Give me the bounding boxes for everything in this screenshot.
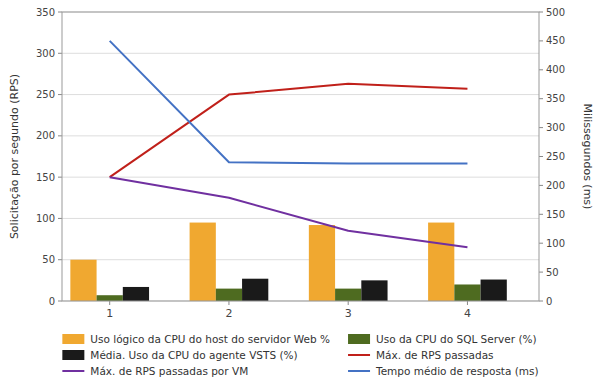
chart: Uso lógico da CPU do host do servidor We… (0, 0, 601, 387)
tick-label: 2 (225, 307, 232, 320)
tick-label: 350 (546, 93, 565, 104)
tick-label: 1 (106, 307, 113, 320)
tick-mark (467, 301, 468, 305)
legend-item: Máx. de RPS passadas por VM (62, 365, 248, 377)
bar (216, 289, 242, 301)
bar (309, 225, 335, 301)
legend-label: Uso lógico da CPU do host do servidor We… (90, 333, 330, 345)
axis-label: Milissegundos (ms) (581, 104, 594, 210)
bar (335, 289, 361, 301)
legend-label: Máx. de RPS passadas (376, 349, 494, 361)
axis-label: Solicitação por segundo (RPS) (8, 74, 21, 239)
tick-mark (539, 156, 543, 157)
tick-mark (58, 12, 62, 13)
tick-label: 450 (546, 35, 565, 46)
bar-series (97, 284, 481, 301)
tick-label: 100 (36, 213, 55, 224)
tick-mark (539, 127, 543, 128)
tick-label: 150 (546, 209, 565, 220)
tick-mark (58, 135, 62, 136)
tick-mark (228, 301, 229, 305)
tick-label: 200 (546, 180, 565, 191)
legend-label: Uso da CPU do SQL Server (%) (376, 333, 537, 345)
tick-label: 100 (546, 238, 565, 249)
legend: Uso lógico da CPU do host do servidor We… (62, 333, 538, 377)
bar (481, 280, 507, 301)
bar (70, 260, 96, 301)
line (110, 177, 468, 247)
bar (97, 295, 123, 301)
grid-line (62, 53, 539, 54)
legend-item: Máx. de RPS passadas (348, 349, 494, 361)
line (110, 41, 468, 164)
tick-mark (539, 40, 543, 41)
tick-mark (539, 98, 543, 99)
bar-series (70, 223, 454, 301)
legend-swatch (62, 350, 84, 360)
legend-label: Máx. de RPS passadas por VM (90, 365, 248, 377)
bar (190, 223, 216, 301)
tick-mark (539, 301, 543, 302)
tick-label: 4 (464, 307, 471, 320)
legend-label: Tempo médio de resposta (ms) (375, 365, 539, 377)
tick-mark (539, 185, 543, 186)
legend-item: Média. Uso da CPU do agente VSTS (%) (62, 349, 297, 361)
tick-mark (348, 301, 349, 305)
tick-mark (58, 53, 62, 54)
tick-mark (539, 272, 543, 273)
bar (361, 280, 387, 301)
tick-mark (109, 301, 110, 305)
tick-mark (539, 243, 543, 244)
legend-item: Tempo médio de resposta (ms) (348, 365, 539, 377)
tick-label: 150 (36, 172, 55, 183)
grid-line (62, 259, 539, 260)
tick-mark (58, 259, 62, 260)
grid (62, 12, 539, 301)
bar (242, 279, 268, 301)
marks (70, 41, 506, 301)
legend-swatch (348, 370, 370, 372)
tick-label: 3 (345, 307, 352, 320)
legend-label: Média. Uso da CPU do agente VSTS (%) (90, 349, 297, 361)
grid-line (62, 94, 539, 95)
bar (428, 223, 454, 301)
tick-label: 0 (546, 296, 552, 307)
plot-frame (62, 12, 539, 301)
tick-label: 250 (546, 151, 565, 162)
tick-mark (58, 301, 62, 302)
tick-label: 200 (36, 130, 55, 141)
bar (123, 287, 149, 301)
axes: 0501001502002503003500501001502002503003… (36, 7, 565, 321)
legend-item: Uso lógico da CPU do host do servidor We… (62, 333, 330, 345)
tick-label: 50 (546, 267, 559, 278)
tick-mark (539, 214, 543, 215)
tick-mark (58, 94, 62, 95)
tick-label: 50 (42, 254, 55, 265)
tick-label: 300 (546, 122, 565, 133)
tick-mark (539, 69, 543, 70)
tick-label: 350 (36, 7, 55, 18)
legend-swatch (348, 334, 370, 344)
bar (454, 284, 480, 301)
tick-label: 500 (546, 7, 565, 18)
tick-label: 0 (49, 296, 55, 307)
tick-label: 400 (546, 64, 565, 75)
tick-mark (539, 12, 543, 13)
legend-swatch (348, 354, 370, 356)
bar-series (123, 279, 507, 301)
tick-mark (58, 218, 62, 219)
legend-item: Uso da CPU do SQL Server (%) (348, 333, 537, 345)
legend-swatch (62, 370, 84, 372)
grid-line (62, 177, 539, 178)
grid-line (62, 135, 539, 136)
tick-mark (58, 177, 62, 178)
legend-swatch (62, 334, 84, 344)
tick-label: 300 (36, 48, 55, 59)
tick-label: 250 (36, 89, 55, 100)
